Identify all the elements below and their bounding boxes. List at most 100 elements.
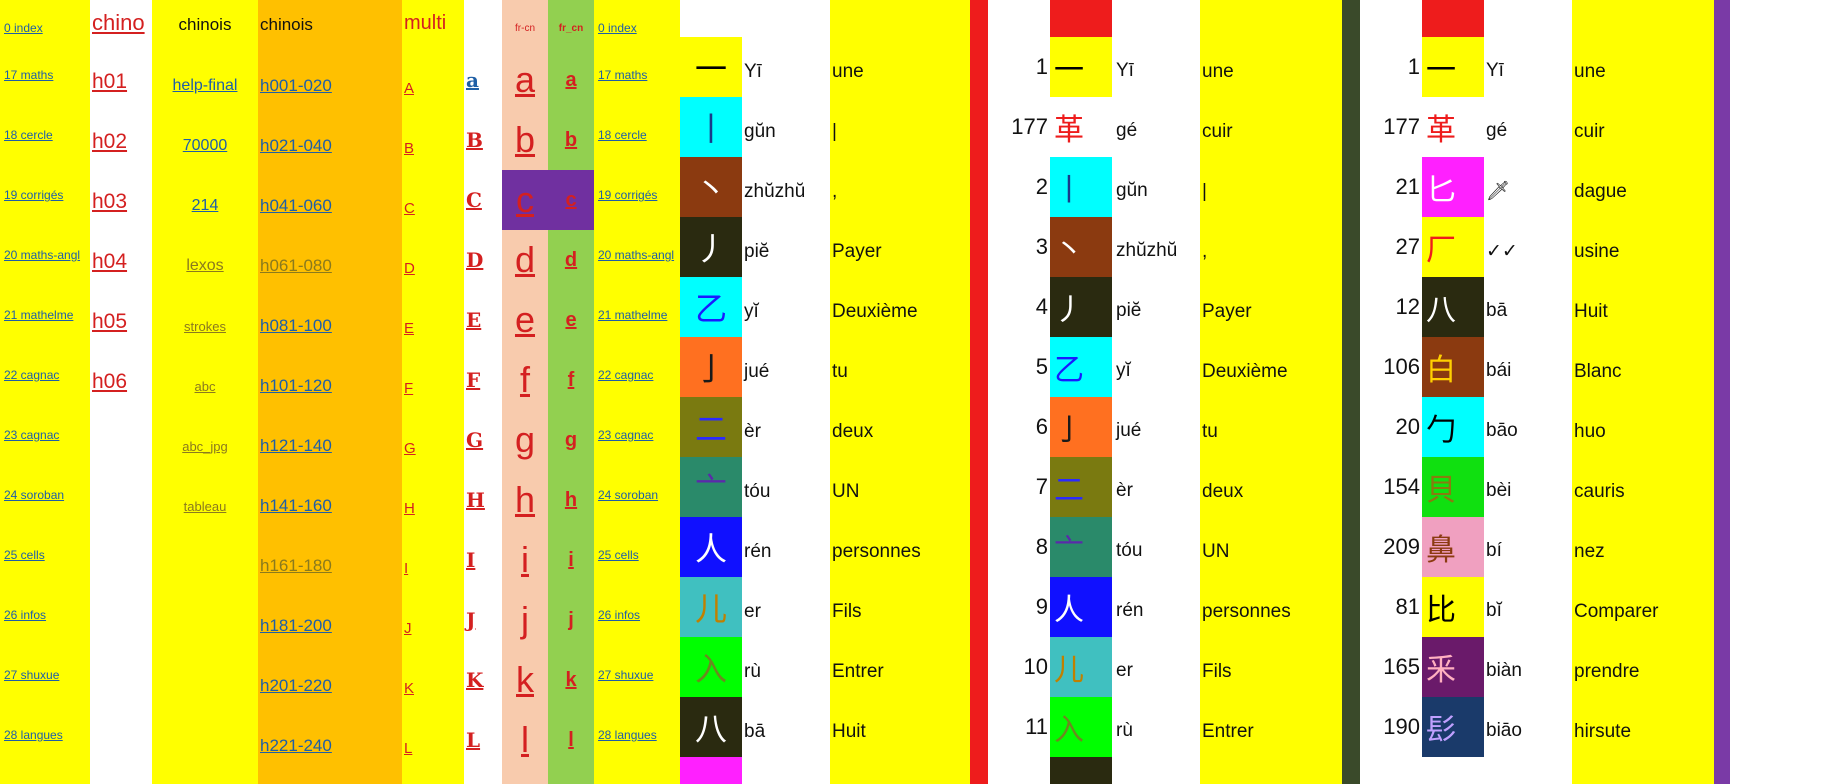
chinois2-link-h141-160[interactable]: h141-160 xyxy=(260,496,332,515)
fancy-letter-link-5[interactable]: F xyxy=(466,368,481,392)
sheet-link-right-10[interactable]: 26 infos xyxy=(598,608,641,622)
chinois2-link-h001-020[interactable]: h001-020 xyxy=(260,76,332,95)
sheet-link-right-11[interactable]: 27 shuxue xyxy=(598,668,654,682)
chino-link-h05[interactable]: h05 xyxy=(92,310,128,333)
frcn-big-link-h[interactable]: h xyxy=(514,479,536,520)
fancy-letter-link-11[interactable]: L xyxy=(466,728,481,752)
sheet-link-left-12[interactable]: 28 langues xyxy=(4,728,63,742)
sheet-link-right-1[interactable]: 17 maths xyxy=(598,68,648,82)
fancy-letter-link-9[interactable]: J xyxy=(466,608,476,632)
multi-link-C[interactable]: C xyxy=(404,199,415,217)
sheet-link-left-8[interactable]: 24 soroban xyxy=(4,488,65,502)
sheet-link-left-5[interactable]: 21 mathelme xyxy=(4,308,74,322)
sheet-link-left-3[interactable]: 19 corrigés xyxy=(4,188,64,202)
chinois1-link-1[interactable]: 70000 xyxy=(182,137,228,154)
frcn-bold-link-j[interactable]: j xyxy=(568,608,574,631)
sheet-link-left-4[interactable]: 20 maths-angl xyxy=(4,248,81,262)
chinois2-link-h121-140[interactable]: h121-140 xyxy=(260,436,332,455)
frcn-bold-link-d[interactable]: d xyxy=(564,248,578,271)
chinois2-link-h021-040[interactable]: h021-040 xyxy=(260,136,332,155)
sheet-link-right-2[interactable]: 18 cercle xyxy=(598,128,647,142)
frcn-bold-link-i[interactable]: i xyxy=(568,548,574,571)
chinois2-link-h161-180[interactable]: h161-180 xyxy=(260,556,332,575)
multi-link-G[interactable]: G xyxy=(404,439,416,457)
fancy-letter-link-8[interactable]: I xyxy=(466,548,476,572)
chinois2-link-h221-240[interactable]: h221-240 xyxy=(260,736,332,755)
frcn-bold-link-b[interactable]: b xyxy=(564,128,578,151)
frcn-big-link-i[interactable]: i xyxy=(521,539,529,580)
sheet-link-left-11[interactable]: 27 shuxue xyxy=(4,668,60,682)
sheet-link-left-7[interactable]: 23 cagnac xyxy=(4,428,60,442)
frcn-bold-link-e[interactable]: e xyxy=(565,308,577,331)
chinois2-link-h201-220[interactable]: h201-220 xyxy=(260,676,332,695)
sheet-link-left-10[interactable]: 26 infos xyxy=(4,608,47,622)
sheet-link-right-12[interactable]: 28 langues xyxy=(598,728,657,742)
chinois1-link-6[interactable]: abc_jpg xyxy=(182,438,228,454)
chinois2-link-h181-200[interactable]: h181-200 xyxy=(260,616,332,635)
fancy-letter-link-3[interactable]: D xyxy=(466,248,484,272)
frcn-big-link-b[interactable]: b xyxy=(514,119,536,160)
multi-link-B[interactable]: B xyxy=(404,139,415,157)
sheet-link-right-6[interactable]: 22 cagnac xyxy=(598,368,654,382)
multi-link-K[interactable]: K xyxy=(404,679,415,697)
frcn-bold-link-h[interactable]: h xyxy=(564,488,578,511)
sheet-link-left-2[interactable]: 18 cercle xyxy=(4,128,53,142)
fancy-letter-link-10[interactable]: K xyxy=(466,668,484,692)
chino-link-h01[interactable]: h01 xyxy=(92,70,128,93)
fancy-letter-link-1[interactable]: B xyxy=(466,128,483,152)
chinois1-link-7[interactable]: tableau xyxy=(183,498,227,514)
fancy-letter-link-7[interactable]: H xyxy=(466,488,485,512)
multi-link-F[interactable]: F xyxy=(404,379,414,397)
frcn-big-link-l[interactable]: l xyxy=(521,719,529,760)
sheet-link-right-7[interactable]: 23 cagnac xyxy=(598,428,654,442)
multi-link-A[interactable]: A xyxy=(404,79,415,97)
chinois1-link-0[interactable]: help-final xyxy=(172,77,238,94)
sheet-link-right-3[interactable]: 19 corrigés xyxy=(598,188,658,202)
chinois1-link-3[interactable]: lexos xyxy=(186,257,224,274)
sheet-link-left-6[interactable]: 22 cagnac xyxy=(4,368,60,382)
chinois1-link-5[interactable]: abc xyxy=(194,378,216,394)
frcn-big-link-k[interactable]: k xyxy=(516,659,534,700)
frcn-bold-link-f[interactable]: f xyxy=(567,368,575,391)
sheet-link-right-4[interactable]: 20 maths-angl xyxy=(598,248,675,262)
frcn-bold-link-g[interactable]: g xyxy=(564,428,578,451)
frcn-bold-link-l[interactable]: l xyxy=(568,728,574,751)
chinois2-link-h101-120[interactable]: h101-120 xyxy=(260,376,332,395)
frcn-big-link-f[interactable]: f xyxy=(519,359,530,400)
frcn-big-link-d[interactable]: d xyxy=(514,239,536,280)
sheet-link-left-1[interactable]: 17 maths xyxy=(4,68,54,82)
frcn-bold-link-a[interactable]: a xyxy=(565,68,577,91)
sheet-link-right-0[interactable]: 0 index xyxy=(598,21,637,35)
sheet-link-right-5[interactable]: 21 mathelme xyxy=(598,308,668,322)
chino-link-h02[interactable]: h02 xyxy=(92,130,128,153)
frcn-big-link-e[interactable]: e xyxy=(514,299,536,340)
multi-link-E[interactable]: E xyxy=(404,319,415,337)
sheet-link-right-9[interactable]: 25 cells xyxy=(598,548,639,562)
multi-link-I[interactable]: I xyxy=(404,559,409,577)
frcn-big-link-a[interactable]: a xyxy=(514,59,536,100)
multi-link-D[interactable]: D xyxy=(404,259,415,277)
fancy-letter-link-0[interactable]: a xyxy=(466,68,479,92)
chinois2-link-h061-080[interactable]: h061-080 xyxy=(260,256,332,275)
frcn-bold-link-k[interactable]: k xyxy=(565,668,577,691)
frcn-big-link-j[interactable]: j xyxy=(521,599,529,640)
frcn-big-link-c[interactable]: c xyxy=(502,170,548,230)
chinois2-link-h081-100[interactable]: h081-100 xyxy=(260,316,332,335)
frcn-bold-link-c[interactable]: c xyxy=(548,170,594,230)
multi-link-H[interactable]: H xyxy=(404,499,415,517)
sheet-link-left-0[interactable]: 0 index xyxy=(4,21,43,35)
chino-link-h04[interactable]: h04 xyxy=(92,250,128,273)
multi-link-L[interactable]: L xyxy=(404,739,413,757)
chino-link-h03[interactable]: h03 xyxy=(92,190,128,213)
frcn-big-link-g[interactable]: g xyxy=(514,419,536,460)
fancy-letter-link-6[interactable]: G xyxy=(466,428,484,452)
chinois1-link-2[interactable]: 214 xyxy=(191,197,219,214)
multi-link-J[interactable]: J xyxy=(404,619,412,637)
chino-link-h06[interactable]: h06 xyxy=(92,370,128,393)
chinois2-link-h041-060[interactable]: h041-060 xyxy=(260,196,332,215)
chinois1-link-4[interactable]: strokes xyxy=(184,318,226,334)
fancy-letter-link-4[interactable]: E xyxy=(466,308,482,332)
sheet-link-right-8[interactable]: 24 soroban xyxy=(598,488,659,502)
fancy-letter-link-2[interactable]: C xyxy=(466,188,482,212)
sheet-link-left-9[interactable]: 25 cells xyxy=(4,548,45,562)
